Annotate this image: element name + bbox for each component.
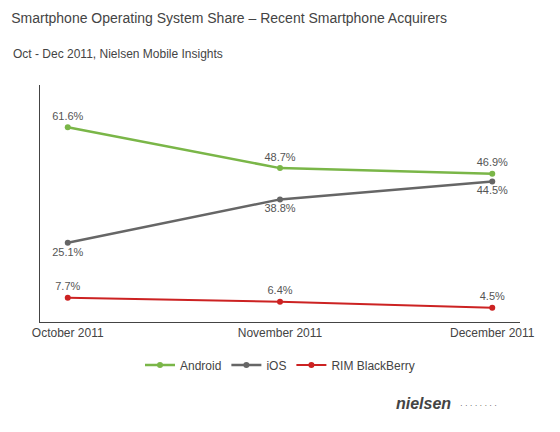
svg-text:38.8%: 38.8% [264, 202, 295, 214]
svg-text:7.7%: 7.7% [55, 280, 80, 292]
svg-text:48.7%: 48.7% [264, 151, 295, 163]
svg-text:Android: Android [180, 359, 221, 373]
svg-text:6.4%: 6.4% [267, 284, 292, 296]
svg-text:November 2011: November 2011 [238, 326, 323, 340]
svg-text:25.1%: 25.1% [52, 246, 83, 258]
svg-text:4.5%: 4.5% [480, 290, 505, 302]
svg-text:iOS: iOS [266, 359, 286, 373]
svg-text:RIM BlackBerry: RIM BlackBerry [331, 359, 414, 373]
svg-text:December 2011: December 2011 [450, 326, 535, 340]
svg-text:46.9%: 46.9% [477, 156, 508, 168]
svg-text:Smartphone Operating System Sh: Smartphone Operating System Share – Rece… [11, 10, 447, 26]
svg-text:44.5%: 44.5% [477, 184, 508, 196]
svg-text:October 2011: October 2011 [32, 326, 104, 340]
svg-text:· · · · · · · ·: · · · · · · · · [460, 401, 497, 410]
svg-text:61.6%: 61.6% [52, 110, 83, 122]
svg-text:Oct - Dec 2011, Nielsen Mobile: Oct - Dec 2011, Nielsen Mobile Insights [13, 47, 223, 61]
svg-text:nielsen: nielsen [396, 395, 451, 412]
